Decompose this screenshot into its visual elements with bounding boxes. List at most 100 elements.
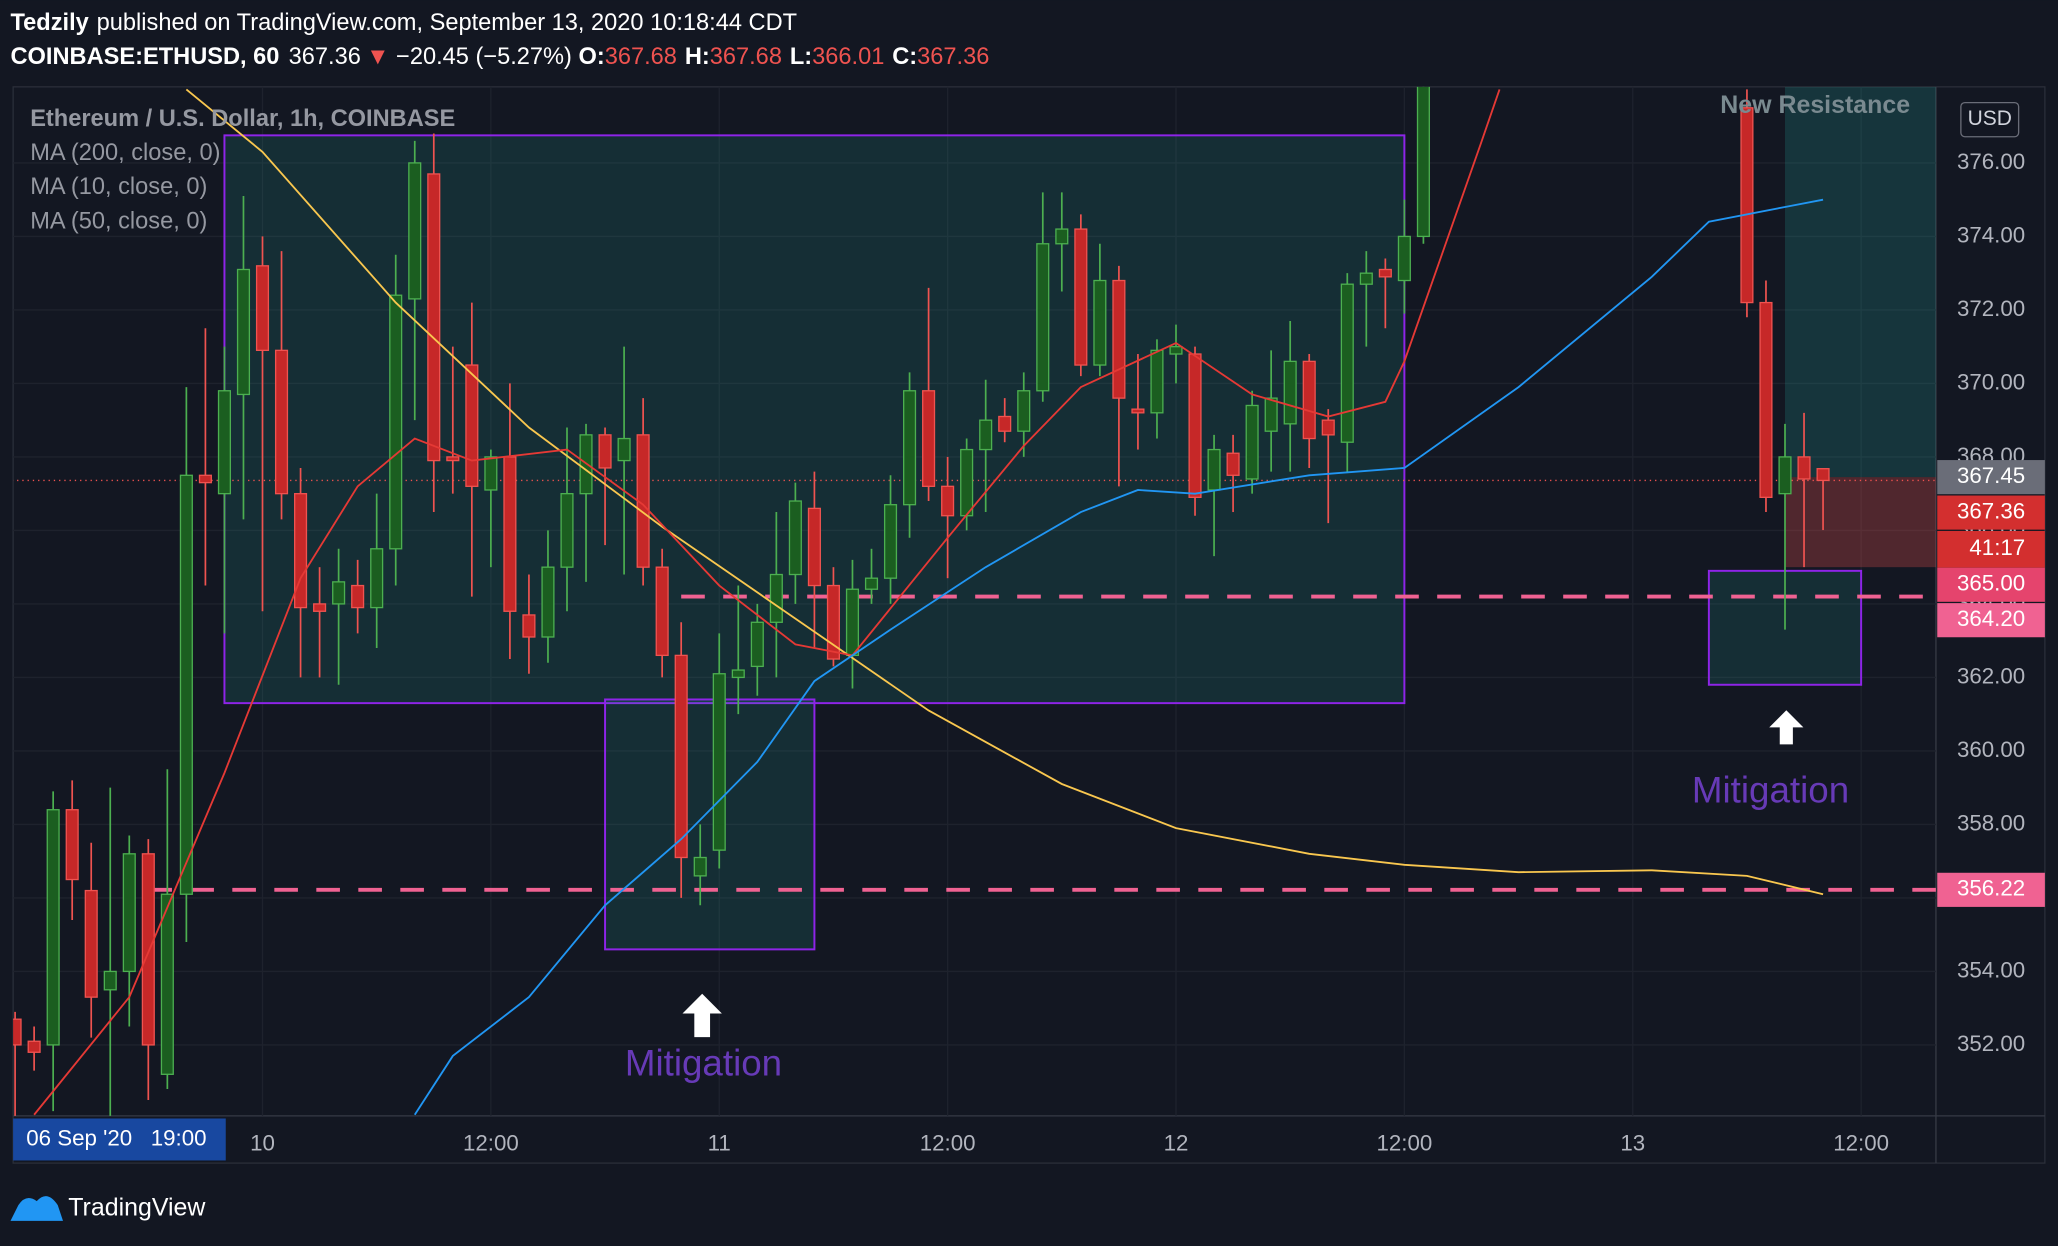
y-tick-label: 354.00 <box>1957 957 2025 982</box>
low: 366.01 <box>812 44 884 70</box>
price-label-bg <box>1937 603 2045 638</box>
candle-body <box>1207 448 1221 491</box>
crosshair-badge <box>13 1118 226 1161</box>
candle-body <box>255 265 270 351</box>
candle-body <box>1816 468 1830 482</box>
candle-body <box>351 584 365 609</box>
candle-body <box>160 893 174 1075</box>
candle-body <box>13 1018 22 1046</box>
candle-body <box>1226 452 1240 476</box>
candle-body <box>1017 390 1031 432</box>
low-label: L: <box>790 44 812 70</box>
brand: TradingView <box>68 1194 206 1222</box>
zone <box>604 698 816 951</box>
candle-body <box>807 507 821 587</box>
candle-body <box>960 448 974 517</box>
candle-body <box>503 456 517 612</box>
open: 367.68 <box>605 44 677 70</box>
candle-body <box>1188 353 1202 498</box>
candle-body <box>674 654 688 859</box>
publish-line: Tedzily published on TradingView.com, Sep… <box>11 10 798 36</box>
x-tick-label: 12:00 <box>920 1131 976 1156</box>
candle-body <box>484 456 498 491</box>
candle-body <box>141 853 155 1046</box>
candle-body <box>1093 279 1107 366</box>
price-label: 367.36 <box>1957 498 2025 523</box>
y-tick-label: 362.00 <box>1957 663 2025 688</box>
candle-body <box>65 809 79 881</box>
candle-body <box>1264 397 1278 432</box>
last-price: 367.36 <box>289 44 361 70</box>
candle-body <box>332 581 346 605</box>
candle-body <box>941 485 955 517</box>
legend-entry: MA (200, close, 0) <box>30 140 220 166</box>
price-label: 365.00 <box>1957 571 2025 596</box>
change: −20.45 (−5.27%) <box>396 44 572 70</box>
up-arrow <box>1769 710 1804 745</box>
candle-body <box>845 588 860 657</box>
y-tick-label: 358.00 <box>1957 810 2025 835</box>
published: published on TradingView.com, September … <box>97 10 797 36</box>
candle-body <box>27 1040 41 1053</box>
candle-body <box>389 294 403 550</box>
candle-body <box>294 493 308 609</box>
y-tick-label: 352.00 <box>1957 1031 2025 1056</box>
candle-body <box>1759 301 1773 498</box>
candle-body <box>693 856 707 877</box>
y-tick-label: 372.00 <box>1957 296 2025 321</box>
brand-logo <box>10 1196 63 1221</box>
candle-body <box>370 548 384 609</box>
candle-body <box>198 474 212 484</box>
candle-body <box>1036 243 1050 392</box>
x-tick-label: 12:00 <box>463 1131 519 1156</box>
legend-entry: MA (10, close, 0) <box>30 174 207 200</box>
candle-body <box>408 162 422 300</box>
price-label-bg <box>1937 460 2045 495</box>
candle-body <box>979 419 993 451</box>
candle-body <box>541 566 555 638</box>
candle-body <box>731 669 745 679</box>
candle-body <box>1112 279 1126 399</box>
symbol: COINBASE:ETHUSD, 60 <box>11 44 280 70</box>
candle-body <box>313 603 327 612</box>
candle-body <box>1778 456 1792 495</box>
high: 367.68 <box>710 44 782 70</box>
candle-body <box>1416 86 1430 238</box>
candle-body <box>1740 107 1754 304</box>
annotation: Mitigation <box>625 1043 782 1084</box>
price-label: 356.22 <box>1957 876 2025 901</box>
high-label: H: <box>685 44 710 70</box>
candle-body <box>655 566 669 657</box>
candle-body <box>1340 283 1354 443</box>
candle-body <box>1074 228 1088 366</box>
annotation: Mitigation <box>1692 770 1849 811</box>
candle-body <box>922 390 936 487</box>
candle-body <box>46 809 60 1046</box>
candle-body <box>427 173 441 462</box>
candle-body <box>1397 235 1411 282</box>
candle-body <box>236 268 251 396</box>
crosshair-label: 06 Sep '20 19:00 <box>26 1125 206 1150</box>
candle-body <box>864 577 879 590</box>
candle-body <box>1378 268 1392 278</box>
candle-body <box>1169 346 1183 355</box>
ma-line <box>33 89 1501 1116</box>
candle-body <box>465 364 479 487</box>
plot-area <box>13 86 1936 1116</box>
candle-body <box>560 493 574 568</box>
candle-body <box>769 573 783 623</box>
candle-body <box>1283 360 1297 425</box>
x-tick-label: 10 <box>250 1131 275 1156</box>
y-tick-label: 374.00 <box>1957 222 2025 247</box>
candle-body <box>217 390 231 495</box>
y-tick-label: 360.00 <box>1957 737 2025 762</box>
ma-line <box>413 198 1824 1116</box>
legend-entry: MA (50, close, 0) <box>30 208 207 234</box>
x-tick-label: 12 <box>1164 1131 1189 1156</box>
close-label: C: <box>892 44 917 70</box>
zone <box>1785 477 1936 568</box>
annotation: New Resistance <box>1720 91 1910 119</box>
candle-body <box>998 415 1012 432</box>
